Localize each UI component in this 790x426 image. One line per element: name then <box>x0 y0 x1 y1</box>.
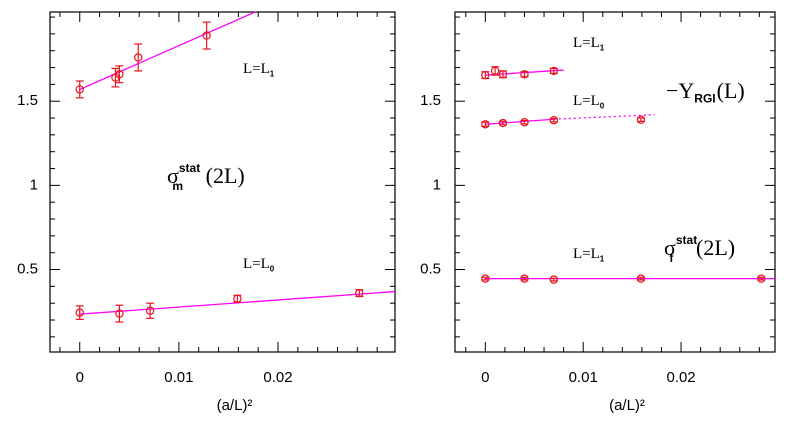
data-point <box>757 274 766 283</box>
x-axis-label: (a/L)² <box>217 397 253 414</box>
data-point <box>233 294 242 303</box>
x-tick-label: 0.01 <box>164 369 193 386</box>
x-tick-label: 0 <box>481 369 489 386</box>
data-point <box>636 274 646 283</box>
annotation: σstat f (2L) <box>664 233 735 265</box>
annotation-sub: m <box>172 179 183 193</box>
data-point <box>498 70 508 79</box>
annotation-sub: RGI <box>694 92 715 106</box>
annotation-sub: f <box>669 251 674 265</box>
annotation-base: L=L <box>243 256 270 272</box>
data-point <box>490 66 500 76</box>
data-point <box>115 309 124 318</box>
y-tick-label: 1 <box>30 176 38 193</box>
data-point <box>75 85 84 94</box>
data-point <box>549 66 559 76</box>
annotation-sup: stat <box>676 233 697 247</box>
annotation-base: σ <box>167 163 179 188</box>
plot-frame <box>454 11 776 353</box>
annotation: L=L1 <box>573 246 605 263</box>
fit-line <box>485 118 554 125</box>
annotation-tail: (L) <box>717 78 745 103</box>
annotation: L=L1 <box>243 61 275 78</box>
data-point <box>481 70 490 80</box>
y-tick-label: 0.5 <box>17 260 38 277</box>
fit-line <box>79 290 396 315</box>
annotation-base: L=L <box>573 35 600 51</box>
data-point <box>549 116 559 125</box>
annotation-base: σ <box>664 235 676 260</box>
data-point <box>75 308 84 317</box>
annotation-sub: 1 <box>270 70 275 79</box>
annotation-sub: 0 <box>600 102 605 111</box>
annotation: σstat m (2L) <box>167 161 245 193</box>
y-tick-label: 1.5 <box>420 92 441 109</box>
x-tick-label: 0.02 <box>263 369 292 386</box>
x-tick-label: 0.02 <box>666 369 695 386</box>
annotation-base: L=L <box>573 246 600 262</box>
data-point <box>520 274 529 283</box>
x-tick-label: 0 <box>76 369 84 386</box>
x-axis-label: (a/L)² <box>609 397 645 414</box>
data-point <box>549 275 559 284</box>
data-point <box>355 288 364 298</box>
data-point <box>520 118 529 127</box>
annotation-sub: 1 <box>600 44 605 53</box>
data-point <box>202 31 211 40</box>
data-point <box>498 118 508 128</box>
data-point <box>481 274 490 283</box>
y-tick-label: 1.5 <box>17 92 38 109</box>
data-point <box>520 70 529 79</box>
annotation-tail: (2L) <box>696 235 735 260</box>
y-tick-label: 0.5 <box>420 260 441 277</box>
data-point <box>134 53 143 62</box>
annotation: −YRGI(L) <box>666 78 745 106</box>
plot-frame <box>49 11 396 353</box>
annotation-sub: 1 <box>600 255 605 264</box>
data-point <box>145 306 155 315</box>
fit-line <box>553 114 655 120</box>
x-tick-label: 0.01 <box>569 369 598 386</box>
annotation-sub: 0 <box>270 265 275 274</box>
data-point <box>636 115 646 124</box>
annotation-tail: (2L) <box>206 163 245 188</box>
annotation-base: L=L <box>243 61 270 77</box>
annotation-sup: stat <box>179 161 200 175</box>
annotation-base: L=L <box>573 93 600 109</box>
panel: 0 0.01 0.020.511.5(a/L)²L=L1L=L0−YRGI(L)L=… <box>420 11 776 414</box>
data-point <box>481 120 490 129</box>
fit-line <box>79 11 256 91</box>
data-point <box>115 70 124 79</box>
annotation: L=L1 <box>573 35 605 52</box>
y-tick-label: 1 <box>433 176 441 193</box>
annotation-base: −Y <box>666 78 694 103</box>
annotation: L=L0 <box>573 93 605 110</box>
annotation: L=L0 <box>243 256 275 273</box>
